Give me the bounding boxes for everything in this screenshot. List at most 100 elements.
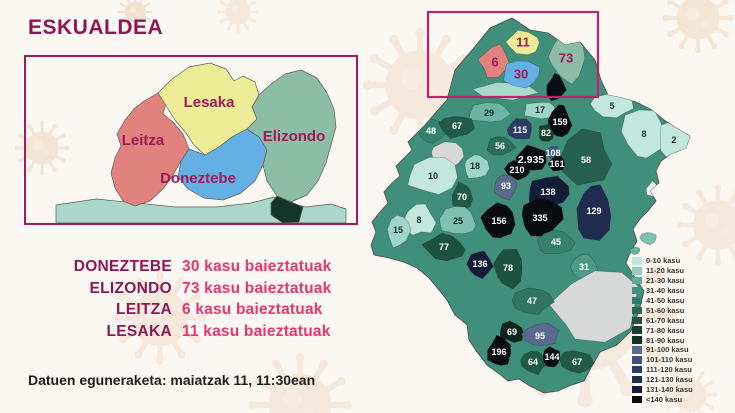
map-region-value: 29 [484,108,494,118]
map-region [493,248,523,290]
legend-label: 0-10 kasu [646,256,681,266]
map-region-value: 82 [541,128,551,138]
map-region-value: 15 [393,225,403,235]
legend-label: 51-60 kasu [646,305,685,315]
legend-color-swatch [632,385,642,394]
legend-color-swatch [632,346,642,354]
legend-color-swatch [632,366,642,374]
map-region-value: 6 [491,55,498,70]
legend-label: 11-20 kasu [646,266,684,276]
legend-row: 41-50 kasu [632,296,693,306]
inset-region [110,92,190,207]
legend-row: 0-10 kasu [632,256,693,266]
map-region-value: 2 [671,135,676,145]
map-region-value: 58 [581,155,591,165]
legend-row: 31-40 kasu [632,286,693,296]
map-region [439,206,477,235]
stat-region-name: ELIZONDO [89,279,172,297]
map-region-value: 136 [472,259,487,269]
map-region-value: 161 [549,159,564,169]
legend-row: 71-80 kasu [632,325,693,335]
legend-color-swatch [632,316,642,324]
stat-row: LEITZA 6 kasu baieztatuak [30,301,331,323]
legend-row: 121-130 kasu [632,375,693,385]
map-region-value: 196 [491,347,506,357]
map-region-value: 31 [579,262,589,272]
region-inset-map: Leitza Lesaka Doneztebe Elizondo [24,55,358,225]
map-region-value: 138 [540,187,555,197]
map-region-value: 8 [416,215,421,225]
inset-region-label: Elizondo [263,128,326,145]
stat-row: DONEZTEBE 30 kasu baieztatuak [30,258,332,280]
map-region-value: 67 [452,121,462,131]
legend-row: 51-60 kasu [632,305,693,315]
legend-color-swatch [632,267,642,275]
legend-label: 91-100 kasu [646,345,689,355]
map-region-value: 30 [514,67,528,82]
map-region [511,287,555,316]
map-region-value: 69 [507,327,517,337]
legend-label: 121-130 kasu [646,375,693,385]
map-region [639,232,657,245]
stat-region-name: DONEZTEBE [73,258,172,275]
inset-region-label: Doneztebe [160,170,236,187]
map-region [559,350,595,374]
map-region [438,116,476,139]
map-region-value: 159 [552,117,567,127]
map-region [464,154,490,179]
legend-row: 131-140 kasu [632,385,693,395]
map-region-value: 18 [470,161,480,171]
legend-row: 61-70 kasu [632,315,693,325]
map-region [520,323,560,347]
map-region [486,136,517,156]
map-region-value: 129 [586,206,601,216]
map-region-value: 25 [453,216,463,226]
update-timestamp: Datuen eguneraketa: maiatzak 11, 11:30ea… [28,372,316,388]
inset-region [270,195,304,223]
map-region-value: 335 [532,213,547,223]
map-region-value: 8 [641,129,646,139]
legend-row: 11-20 kasu [632,266,693,276]
map-region-value: 11 [516,35,530,50]
legend-color-swatch [632,277,642,285]
map-region [407,157,458,195]
map-region-value: 77 [439,242,449,252]
inset-region [246,69,337,203]
map-region [503,60,541,89]
legend-color-swatch [632,296,642,305]
legend-label: 111-120 kasu [646,365,692,375]
stat-row: LESAKA 11 kasu baieztatuak [30,323,331,345]
map-region [493,174,518,201]
map-region [466,250,494,280]
map-region [547,156,566,172]
map-region-value: 5 [609,101,614,111]
stat-case-count: 6 kasu baieztatuak [182,301,323,318]
legend-color-swatch [632,257,642,265]
map-region-value: 156 [491,216,506,226]
legend-label: 131-140 kasu [646,385,693,395]
inset-map-canvas: Leitza Lesaka Doneztebe Elizondo [55,62,347,223]
map-region [576,184,612,241]
map-region-value: 45 [551,237,561,247]
map-region [503,160,531,181]
map-region [477,43,511,78]
legend-label: 81-90 kasu [646,335,685,345]
stat-case-count: 73 kasu baieztatuak [182,279,332,297]
map-region [499,320,524,343]
map-region-value: 48 [426,126,436,136]
legend-color-swatch [632,375,642,384]
legend-row: 21-30 kasu [632,276,693,286]
map-region-value: 2.935 [518,154,544,166]
legend-row: 81-90 kasu [632,335,693,345]
eskualdea-highlight-box [426,10,600,99]
map-region-value: 67 [572,357,582,367]
stat-region-name: LESAKA [106,322,172,340]
map-region [468,102,512,123]
map-region-value: 17 [535,105,545,115]
legend-row: <140 kasu [632,394,693,404]
map-region-value: 144 [544,352,559,362]
legend-color-swatch [632,326,642,334]
inset-region [177,128,268,201]
